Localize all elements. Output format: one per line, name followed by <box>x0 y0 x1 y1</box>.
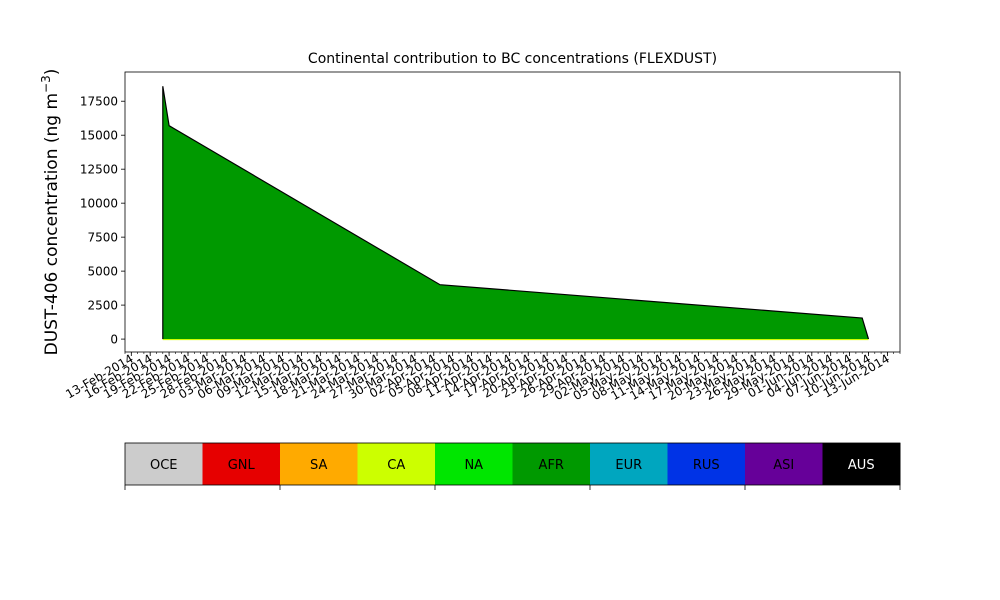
legend-swatch-oce <box>125 443 203 485</box>
legend-label-na: NA <box>464 458 483 473</box>
y-tick-label: 17500 <box>80 95 118 109</box>
plot-area <box>124 71 901 353</box>
legend-swatch-ca <box>357 443 436 485</box>
legend-swatch-na <box>435 443 513 485</box>
y-axis-label: DUST-406 concentration (ng m−3) <box>39 69 62 356</box>
legend-label-oce: OCE <box>150 458 178 473</box>
legend: OCE GNL SA CA NA AFR EUR RUS ASI AUS <box>124 442 901 490</box>
y-tick-label: 15000 <box>80 129 118 143</box>
legend-label-sa: SA <box>310 458 327 473</box>
legend-label-afr: AFR <box>539 458 564 473</box>
legend-frame <box>124 442 901 486</box>
legend-swatch-sa <box>280 443 358 485</box>
plot-frame <box>124 71 901 353</box>
x-axis: 13-Feb-201416-Feb-201419-Feb-201422-Feb-… <box>63 351 901 403</box>
y-axis-label-superscript: −3 <box>39 75 53 93</box>
y-axis-label-main: DUST-406 concentration (ng m <box>42 93 62 355</box>
y-tick-label: 5000 <box>87 265 118 279</box>
chart-title: Continental contribution to BC concentra… <box>308 51 717 67</box>
legend-label-ca: CA <box>387 458 405 473</box>
y-axis-label-suffix: ) <box>42 69 62 76</box>
legend-label-aus: AUS <box>848 458 875 473</box>
y-tick-label: 0 <box>110 333 118 347</box>
y-tick-label: 10000 <box>80 197 118 211</box>
series-area-afr <box>162 86 869 340</box>
series-outline-afr <box>162 86 870 340</box>
legend-label-eur: EUR <box>615 458 642 473</box>
legend-swatch-eur <box>590 443 668 485</box>
y-tick-label: 2500 <box>87 299 118 313</box>
legend-swatch-afr <box>512 443 591 485</box>
legend-swatch-aus <box>822 443 901 485</box>
y-tick-label: 12500 <box>80 163 118 177</box>
legend-swatch-asi <box>745 443 823 485</box>
y-tick-label: 7500 <box>87 231 118 245</box>
y-axis: 0 2500 5000 7500 10000 12500 15000 17500 <box>80 95 125 347</box>
legend-label-rus: RUS <box>693 458 720 473</box>
legend-swatch-rus <box>667 443 746 485</box>
legend-swatch-gnl <box>202 443 281 485</box>
legend-label-asi: ASI <box>773 458 794 473</box>
legend-label-gnl: GNL <box>228 458 256 473</box>
